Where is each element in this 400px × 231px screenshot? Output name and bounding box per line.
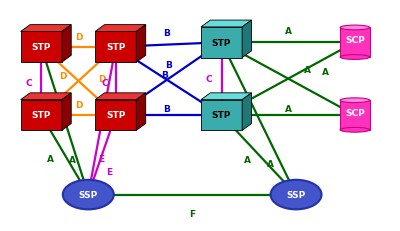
Ellipse shape	[340, 98, 370, 103]
Text: STP: STP	[212, 111, 231, 120]
Polygon shape	[201, 21, 252, 28]
Text: STP: STP	[32, 111, 51, 120]
Text: A: A	[47, 154, 54, 163]
Polygon shape	[95, 25, 146, 32]
Text: A: A	[267, 160, 274, 169]
Ellipse shape	[340, 55, 370, 60]
Polygon shape	[136, 93, 146, 131]
Text: STP: STP	[32, 43, 51, 52]
Text: C: C	[206, 75, 212, 84]
Ellipse shape	[340, 26, 370, 31]
Text: STP: STP	[106, 43, 126, 52]
Text: D: D	[75, 33, 82, 42]
Polygon shape	[242, 93, 252, 131]
Polygon shape	[95, 32, 136, 63]
Polygon shape	[95, 93, 146, 100]
Polygon shape	[242, 21, 252, 58]
Text: D: D	[59, 71, 66, 80]
Polygon shape	[21, 25, 71, 32]
Polygon shape	[201, 28, 242, 58]
Text: A: A	[304, 66, 311, 75]
Polygon shape	[201, 100, 242, 131]
Text: A: A	[285, 104, 292, 113]
Text: B: B	[163, 28, 170, 37]
Text: A: A	[244, 155, 250, 164]
Ellipse shape	[340, 128, 370, 133]
Text: E: E	[98, 154, 104, 163]
Circle shape	[270, 180, 322, 210]
Text: D: D	[75, 101, 82, 110]
Polygon shape	[21, 100, 62, 131]
Text: SSP: SSP	[286, 190, 306, 199]
Polygon shape	[21, 93, 71, 100]
Text: B: B	[163, 104, 170, 113]
Text: B: B	[165, 61, 172, 70]
Text: B: B	[161, 70, 168, 79]
Text: A: A	[322, 68, 329, 77]
Text: A: A	[69, 155, 76, 164]
Polygon shape	[201, 93, 252, 100]
Polygon shape	[136, 25, 146, 63]
Text: F: F	[189, 210, 195, 219]
Polygon shape	[21, 32, 62, 63]
Polygon shape	[62, 93, 71, 131]
Text: D: D	[98, 75, 106, 84]
Text: E: E	[106, 168, 112, 176]
Text: C: C	[25, 78, 32, 87]
Polygon shape	[340, 28, 370, 58]
Text: C: C	[102, 78, 108, 87]
Text: SCP: SCP	[345, 36, 365, 45]
Polygon shape	[340, 101, 370, 130]
Text: STP: STP	[212, 39, 231, 48]
Text: A: A	[285, 27, 292, 36]
Polygon shape	[62, 25, 71, 63]
Polygon shape	[95, 100, 136, 131]
Text: SCP: SCP	[345, 109, 365, 118]
Text: STP: STP	[106, 111, 126, 120]
Text: SSP: SSP	[79, 190, 98, 199]
Circle shape	[63, 180, 114, 210]
